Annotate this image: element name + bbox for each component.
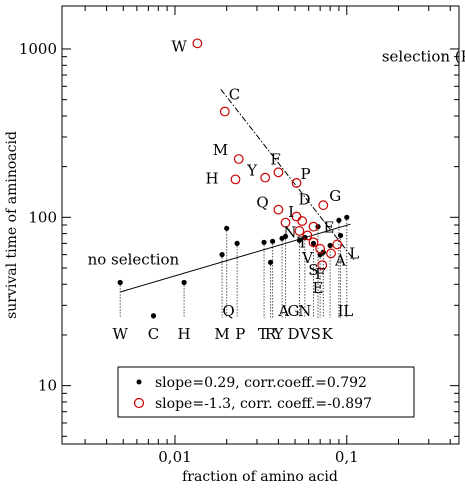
point-label-d: D [299,191,311,209]
point-no-selection-q [224,225,230,231]
point-selection-m [233,154,244,164]
point-no-selection-i [336,217,342,223]
point-label-p: P [301,165,311,183]
point-label-q: Q [256,194,268,212]
point-label-n: N [283,223,296,241]
point-selection-q [273,204,284,215]
aa-axis-label-q-upper: Q [222,302,234,320]
point-selection-v [315,243,326,254]
point-label-f: F [270,150,280,168]
y-axis-title: survival time of aminoacid [4,131,20,319]
point-no-selection-l [344,214,350,220]
annotation-no-selection: no selection [88,251,180,269]
aa-axis-label-v-lower: V [298,325,311,343]
point-no-selection-d [296,237,303,243]
aa-axis-label-c-lower: C [148,325,159,343]
point-no-selection-y [269,238,276,244]
x-tick-label-0-1: 0,1 [335,448,359,466]
point-label-g: G [329,187,341,205]
point-no-selection-t [261,239,267,245]
point-selection [294,226,305,236]
aa-axis-label-f-high: F [315,265,325,283]
point-selection-l [332,239,343,250]
x-tick-label-0-01: 0,01 [158,448,191,466]
point-no-selection-w [117,279,123,286]
point-selection-g [318,200,329,211]
data-points [117,38,350,319]
legend-entry-series-2: slope=-1.3, corr. coeff.=-0.897 [155,396,372,412]
point-selection-y [260,172,271,183]
legend-box [117,366,415,418]
point-label-e: E [323,219,334,237]
point-selection-e [308,221,319,232]
point-no-selection-g [282,233,289,240]
point-selection-h [230,174,241,185]
point-no-selection-c [150,313,157,319]
point-label-s: S [308,261,318,279]
y-tick-label-100: 100 [28,208,57,226]
aa-axis-label-y-lower: Y [272,325,284,343]
point-selection-a [326,248,336,259]
point-selection [280,217,291,228]
aa-axis-label-a-upper: A [277,302,289,320]
y-tick-label-10: 10 [38,377,57,395]
fit-line-selection [220,89,355,260]
annotations: selection (PET91) no selection [88,48,465,269]
aa-axis-label-g-upper: G [288,302,300,320]
aa-axis-label-i-upper: I [338,302,344,320]
point-label-i: I [288,203,294,221]
aa-axis-label-k-lower: K [322,325,334,343]
point-selection-f [273,167,284,178]
aa-axis-label-m-lower: M [214,325,229,343]
legend-entry-series-1: slope=0.29, corr.coeff.=0.792 [155,375,367,391]
x-axis-title: fraction of amino acid [182,469,338,485]
aa-axis-label-w-lower: W [112,325,128,343]
point-selection-p [291,178,302,188]
aa-axis-label-h-lower: H [178,325,191,343]
point-label-w: W [171,37,187,55]
aa-axis-label-r-lower: R [265,325,277,343]
point-no-selection-v [310,240,317,246]
point-label-h: H [205,169,218,187]
legend: slope=0.29, corr.coeff.=0.792 slope=-1.3… [117,366,415,418]
point-selection-n [302,230,313,241]
point-label-a: A [334,251,346,269]
point-selection-w [192,38,203,49]
aa-axis-label-s-lower: S [311,325,321,343]
aa-axis-label-d-lower: D [288,325,300,343]
aa-axis-label-t-lower: T [258,325,268,343]
point-label-t: T [297,233,307,251]
aa-axis-label-e-mid: E [313,279,324,297]
y-tick-label-1000: 1000 [19,40,57,58]
point-no-selection-h [181,279,187,286]
point-selection-c [219,106,230,117]
point-selection-s [317,260,328,271]
point-label-y: Y [246,162,258,180]
legend-marker-open-circle [133,397,145,409]
point-no-selection [337,232,344,239]
point-no-selection-r [267,259,274,265]
point-label-m: M [213,141,228,159]
point-no-selection-k [327,242,333,249]
point-selection-i [297,216,308,226]
annotation-selection-pet91: selection (PET91) [382,48,465,66]
point-label-v: V [301,249,314,267]
point-no-selection-p [234,240,240,246]
point-label-c: C [229,86,240,104]
point-labels: W C MYF H P Q GDI E NT L V AS [171,37,359,279]
point-no-selection-m [219,252,225,258]
aa-axis-label-l-upper: L [343,302,353,320]
drop-lines [119,220,348,319]
aa-axis-label-p-lower: P [235,325,245,343]
legend-marker-filled-dot [136,379,142,385]
axis-ticks: 0,01 0,1 10 100 1000 [19,6,459,466]
aa-axis-label-n-upper: N [298,302,311,320]
point-label-l: L [349,244,359,262]
point-selection-t [308,237,319,248]
